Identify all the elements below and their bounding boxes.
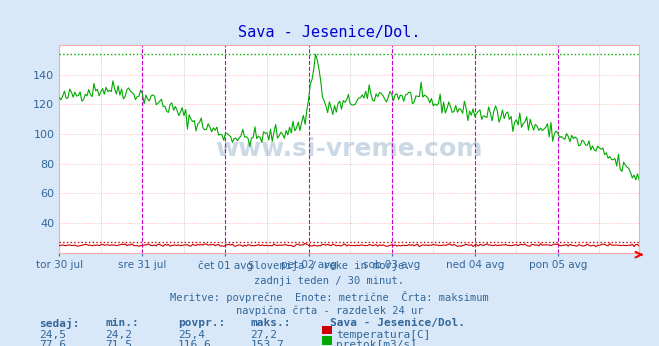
Text: sedaj:: sedaj:	[40, 318, 80, 329]
Text: zadnji teden / 30 minut.: zadnji teden / 30 minut.	[254, 276, 405, 286]
Text: Slovenija / reke in morje.: Slovenija / reke in morje.	[248, 261, 411, 271]
Text: Sava - Jesenice/Dol.: Sava - Jesenice/Dol.	[239, 25, 420, 40]
Text: povpr.:: povpr.:	[178, 318, 225, 328]
Text: min.:: min.:	[105, 318, 139, 328]
Text: 27,2: 27,2	[250, 330, 277, 340]
Text: 24,2: 24,2	[105, 330, 132, 340]
Text: 71,5: 71,5	[105, 340, 132, 346]
Text: 116,6: 116,6	[178, 340, 212, 346]
Text: temperatura[C]: temperatura[C]	[336, 330, 430, 340]
Text: Sava - Jesenice/Dol.: Sava - Jesenice/Dol.	[330, 318, 465, 328]
Text: navpična črta - razdelek 24 ur: navpična črta - razdelek 24 ur	[236, 306, 423, 316]
Text: www.si-vreme.com: www.si-vreme.com	[215, 137, 483, 161]
Text: 153,7: 153,7	[250, 340, 284, 346]
Text: maks.:: maks.:	[250, 318, 291, 328]
Text: 77,6: 77,6	[40, 340, 67, 346]
Text: pretok[m3/s]: pretok[m3/s]	[336, 340, 417, 346]
Text: 24,5: 24,5	[40, 330, 67, 340]
Text: 25,4: 25,4	[178, 330, 205, 340]
Text: Meritve: povprečne  Enote: metrične  Črta: maksimum: Meritve: povprečne Enote: metrične Črta:…	[170, 291, 489, 303]
